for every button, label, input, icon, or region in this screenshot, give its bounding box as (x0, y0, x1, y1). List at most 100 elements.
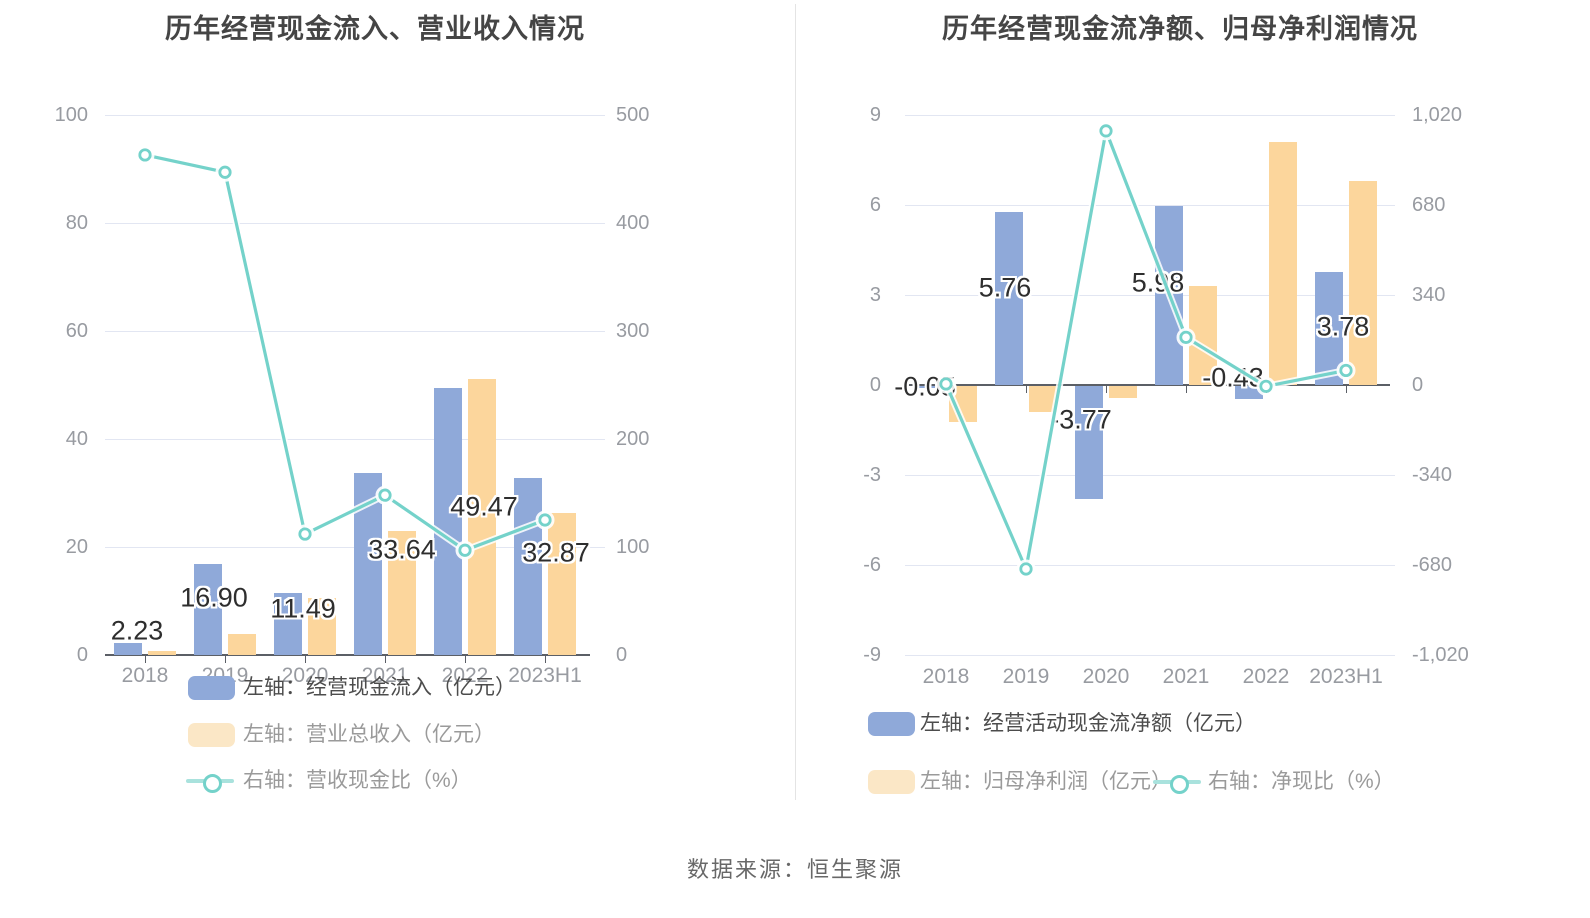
point-net_cash_ratio[interactable] (1339, 363, 1353, 378)
grid-line (905, 564, 1395, 566)
right-chart-title: 历年经营现金流净额、归母净利润情况 (942, 14, 1418, 44)
point-net_cash_ratio[interactable] (1259, 379, 1273, 393)
legend-label-net_cashflow[interactable]: 左轴：经营活动现金流净额（亿元） (920, 712, 1256, 735)
x-axis-label: 2020 (1082, 665, 1130, 688)
point-cash_revenue_ratio[interactable] (298, 527, 312, 541)
bar-value-label: 5.76 (978, 272, 1032, 303)
x-axis-label: 2019 (1002, 665, 1050, 688)
grid-line (905, 114, 1395, 116)
x-axis-label: 2018 (922, 665, 970, 688)
bar-value-label: 32.87 (522, 537, 590, 567)
point-net_cash_ratio[interactable] (1019, 562, 1033, 576)
x-axis-label: 2023H1 (508, 664, 582, 687)
x-axis-tick (305, 656, 306, 663)
y-axis-label-left: 60 (65, 320, 88, 342)
y-axis-label-left: 100 (54, 104, 88, 126)
legend-label-cash_inflow[interactable]: 左轴：经营现金流入（亿元） (243, 676, 516, 699)
legend-label-net_cash_ratio[interactable]: 右轴：净现比（%） (1208, 770, 1395, 793)
bar-cash_inflow[interactable] (194, 563, 222, 655)
bar-value-label: 3.78 (1316, 311, 1370, 342)
x-axis-tick (465, 656, 466, 663)
grid-line (905, 654, 1395, 656)
y-axis-label-right: 680 (1412, 194, 1446, 216)
bar-total_revenue[interactable] (308, 598, 336, 655)
legend-line-ring-icon (203, 774, 222, 793)
y-axis-label-left: -3 (863, 464, 881, 486)
y-axis-label-left: 9 (869, 104, 881, 126)
point-cash_revenue_ratio[interactable] (138, 148, 152, 162)
x-axis-tick (225, 656, 226, 663)
point-net_cash_ratio[interactable] (939, 377, 953, 391)
y-axis-label-left: 40 (65, 428, 88, 450)
x-axis-label: 2020 (281, 664, 329, 687)
legend-label-cash_revenue_ratio[interactable]: 右轴：营收现金比（%） (243, 769, 472, 792)
grid-line (105, 222, 605, 224)
grid-line (105, 330, 605, 332)
bar-value-label: -0.43 (1202, 362, 1264, 393)
panel-divider (795, 4, 796, 800)
point-cash_revenue_ratio[interactable] (538, 513, 552, 527)
x-axis-line (105, 654, 590, 656)
left-chart-title: 历年经营现金流入、营业收入情况 (165, 14, 585, 44)
x-axis-tick (1186, 386, 1187, 393)
bar-total_revenue[interactable] (228, 633, 256, 655)
x-axis-tick (145, 656, 146, 663)
x-axis-label: 2022 (1242, 665, 1290, 688)
y-axis-label-left: 80 (65, 212, 88, 234)
x-axis-tick (385, 656, 386, 663)
point-cash_revenue_ratio[interactable] (458, 543, 472, 557)
grid-line (105, 438, 605, 440)
bar-net_profit[interactable] (1109, 386, 1137, 398)
legend-swatch-cash_inflow[interactable] (188, 676, 235, 700)
point-net_cash_ratio[interactable] (1179, 330, 1193, 344)
x-axis-label: 2022 (441, 664, 489, 687)
y-axis-label-left: 20 (65, 536, 88, 558)
y-axis-label-left: -9 (863, 644, 881, 666)
x-axis-tick (1026, 386, 1027, 393)
bar-net_profit[interactable] (1349, 181, 1377, 385)
bar-value-label: 33.64 (368, 534, 436, 565)
x-axis-label: 2018 (121, 664, 169, 687)
grid-line (905, 474, 1395, 476)
legend-label-net_profit[interactable]: 左轴：归母净利润（亿元） (920, 770, 1172, 793)
x-axis-tick (545, 656, 546, 663)
legend-swatch-total_revenue[interactable] (188, 723, 235, 747)
y-axis-label-left: 6 (869, 194, 881, 216)
bar-value-label: 2.23 (110, 615, 164, 646)
bar-net_profit[interactable] (1269, 142, 1297, 385)
y-axis-label-left: 3 (869, 284, 881, 306)
bar-net_cashflow[interactable] (915, 386, 943, 388)
x-axis-label: 2023H1 (1309, 665, 1383, 688)
x-axis-tick (1106, 386, 1107, 393)
legend-label-total_revenue[interactable]: 左轴：营业总收入（亿元） (243, 723, 495, 746)
point-cash_revenue_ratio[interactable] (378, 488, 392, 502)
y-axis-label-right: 400 (616, 212, 650, 234)
bar-value-label: -3.77 (1050, 404, 1112, 435)
y-axis-label-right: 0 (616, 644, 628, 666)
legend-swatch-net_cashflow[interactable] (868, 712, 915, 736)
bar-net_cashflow[interactable] (1075, 386, 1103, 500)
point-net_cash_ratio[interactable] (1099, 124, 1113, 138)
bar-value-label: 5.98 (1131, 267, 1185, 298)
bar-total_revenue[interactable] (548, 512, 576, 655)
y-axis-label-right: -680 (1412, 554, 1453, 576)
y-axis-label-right: 100 (616, 536, 650, 558)
y-axis-label-right: 1,020 (1412, 104, 1463, 126)
x-axis-tick (1346, 386, 1347, 393)
y-axis-label-left: 0 (76, 644, 88, 666)
y-axis-label-left: 0 (869, 374, 881, 396)
grid-line (105, 114, 605, 116)
y-axis-label-left: -6 (863, 554, 881, 576)
bar-value-label: 49.47 (450, 491, 518, 522)
legend-swatch-net_profit[interactable] (868, 770, 915, 794)
y-axis-label-right: 500 (616, 104, 650, 126)
bar-cash_inflow[interactable] (114, 642, 142, 655)
point-cash_revenue_ratio[interactable] (218, 165, 232, 179)
x-axis-label: 2021 (1162, 665, 1210, 688)
legend-line-ring-icon (1170, 775, 1189, 794)
bar-total_revenue[interactable] (148, 651, 176, 655)
y-axis-label-right: 340 (1412, 284, 1446, 306)
bar-value-label: 11.49 (270, 593, 336, 624)
bar-cash_inflow[interactable] (274, 592, 302, 655)
